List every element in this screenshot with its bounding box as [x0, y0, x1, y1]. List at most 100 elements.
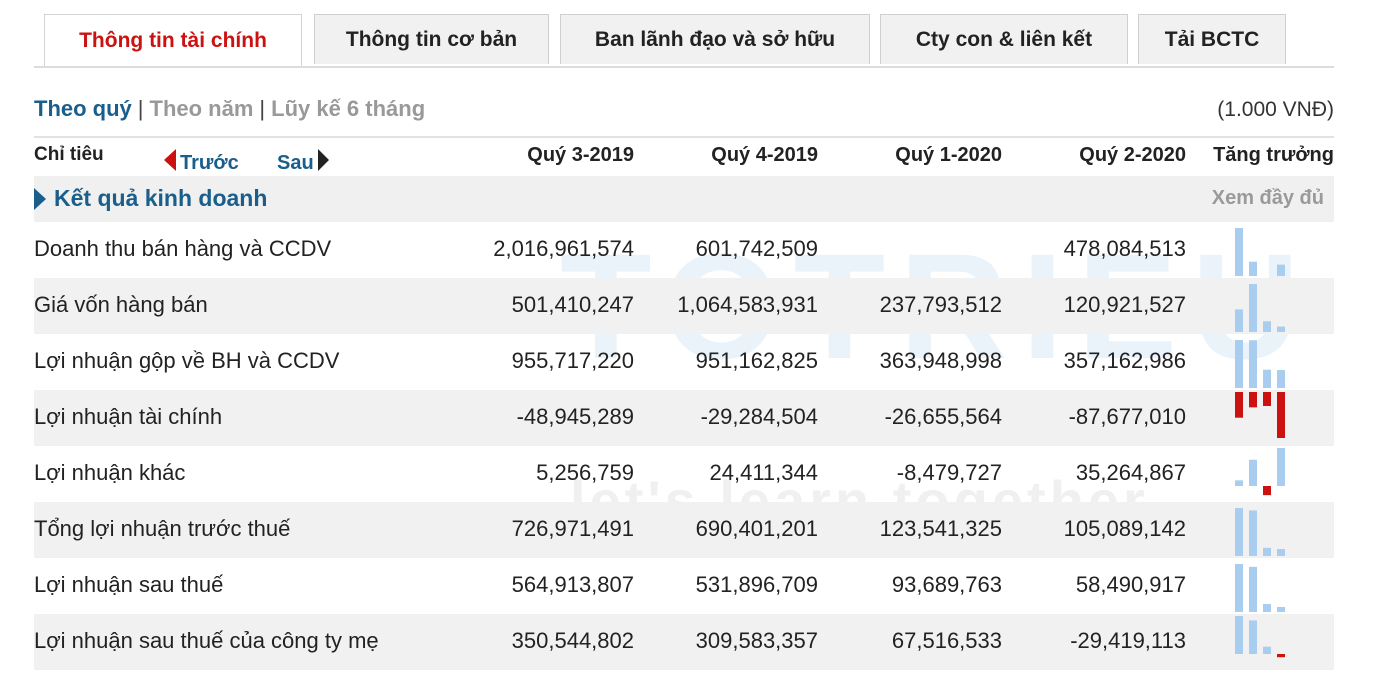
sparkline-bar [1277, 607, 1285, 612]
sparkline-bar [1235, 616, 1243, 654]
sparkline-bar [1263, 486, 1271, 496]
cell-value: 24,411,344 [709, 460, 818, 485]
cell-value: 120,921,527 [1063, 292, 1186, 317]
table-row: Doanh thu bán hàng và CCDV 2,016,961,574 6… [34, 222, 1334, 278]
period-separator: | [137, 96, 144, 121]
cell-value: 123,541,325 [879, 516, 1002, 541]
period-cumulative-link[interactable]: Lũy kế 6 tháng [271, 96, 426, 121]
cell-value: 1,064,583,931 [677, 292, 818, 317]
tab-financial-info[interactable]: Thông tin tài chính [44, 14, 302, 66]
table-row: Lợi nhuận sau thuế của công ty mẹ 350,544… [34, 614, 1334, 670]
quarter-header: Quý 3-2019 [527, 144, 634, 166]
growth-sparkline [1235, 392, 1285, 438]
cell-value: 67,516,533 [891, 628, 1002, 653]
cell-value: -8,479,727 [896, 460, 1002, 485]
growth-sparkline [1235, 228, 1285, 276]
sparkline-bar [1277, 549, 1285, 556]
growth-sparkline [1235, 340, 1285, 388]
sparkline-bar [1249, 261, 1257, 276]
period-selector: Theo quý | Theo năm | Lũy kế 6 tháng [34, 96, 425, 122]
row-label: Lợi nhuận khác [34, 460, 186, 485]
cell-value: 363,948,998 [879, 348, 1002, 373]
period-quarterly-link[interactable]: Theo quý [34, 96, 132, 121]
row-label: Lợi nhuận gộp về BH và CCDV [34, 348, 340, 373]
table-row: Giá vốn hàng bán 501,410,247 1,064,583,931… [34, 278, 1334, 334]
expand-arrow-icon [34, 188, 46, 210]
cell-value: 564,913,807 [511, 572, 634, 597]
cell-value: -29,284,504 [700, 404, 818, 429]
arrow-right-icon [317, 148, 329, 171]
quarter-header: Quý 1-2020 [895, 144, 1002, 166]
growth-header: Tăng trưởng [1213, 144, 1334, 166]
cell-value: -48,945,289 [516, 404, 634, 429]
next-button[interactable]: Sau [277, 144, 329, 175]
cell-value: 951,162,825 [695, 348, 818, 373]
tab-management[interactable]: Ban lãnh đạo và sở hữu [560, 14, 870, 64]
sparkline-bar [1249, 510, 1257, 556]
cell-value: 690,401,201 [695, 516, 818, 541]
view-full-link[interactable]: Xem đầy đủ [1211, 187, 1324, 209]
sparkline-bar [1263, 321, 1271, 332]
sparkline-bar [1263, 604, 1271, 612]
row-label: Lợi nhuận sau thuế [34, 572, 224, 597]
sparkline-bar [1277, 370, 1285, 388]
cell-value: 2,016,961,574 [493, 236, 634, 261]
section-title: Kết quả kinh doanh [54, 185, 268, 211]
sparkline-bar [1277, 654, 1285, 658]
sparkline-bar [1235, 309, 1243, 332]
growth-sparkline [1235, 564, 1285, 612]
cell-value: 105,089,142 [1063, 516, 1186, 541]
arrow-left-icon [164, 148, 176, 171]
growth-sparkline [1235, 448, 1285, 496]
quarter-header: Quý 4-2019 [711, 144, 818, 166]
cell-value: -26,655,564 [884, 404, 1002, 429]
sparkline-bar [1235, 508, 1243, 556]
cell-value: 955,717,220 [511, 348, 634, 373]
table-header: Chỉ tiêu Trước Sau Quý 3-2019 Quý 4-2019… [34, 136, 1334, 176]
section-business-results[interactable]: Kết quả kinh doanh Xem đầy đủ [34, 176, 1334, 222]
row-label: Lợi nhuận sau thuế của công ty mẹ [34, 628, 379, 653]
prev-button[interactable]: Trước [164, 144, 239, 175]
table-row: Lợi nhuận tài chính -48,945,289 -29,284,50… [34, 390, 1334, 446]
cell-value: 501,410,247 [511, 292, 634, 317]
next-label: Sau [277, 152, 314, 174]
sparkline-bar [1263, 369, 1271, 388]
cell-value: 309,583,357 [695, 628, 818, 653]
cell-value: 357,162,986 [1063, 348, 1186, 373]
sparkline-bar [1249, 459, 1257, 486]
sparkline-bar [1235, 228, 1243, 276]
sparkline-bar [1249, 284, 1257, 332]
cell-value: 478,084,513 [1063, 236, 1186, 261]
period-yearly-link[interactable]: Theo năm [149, 96, 254, 121]
cell-value: 93,689,763 [891, 572, 1002, 597]
sparkline-bar [1263, 392, 1271, 406]
cell-value: 5,256,759 [536, 460, 634, 485]
table-row: Lợi nhuận sau thuế 564,913,807 531,896,709… [34, 558, 1334, 614]
sparkline-bar [1277, 326, 1285, 332]
period-separator: | [259, 96, 266, 121]
sparkline-bar [1277, 392, 1285, 438]
tab-basic-info[interactable]: Thông tin cơ bản [314, 14, 549, 64]
tab-subsidiaries[interactable]: Cty con & liên kết [880, 14, 1128, 64]
cell-value: 350,544,802 [511, 628, 634, 653]
row-label: Lợi nhuận tài chính [34, 404, 223, 429]
sparkline-bar [1249, 392, 1257, 408]
cell-value: 601,742,509 [695, 236, 818, 261]
cell-value: 531,896,709 [695, 572, 818, 597]
cell-value: -87,677,010 [1068, 404, 1186, 429]
table-row: Lợi nhuận khác 5,256,759 24,411,344 -8,479,… [34, 446, 1334, 502]
quarter-header: Quý 2-2020 [1079, 144, 1186, 166]
table-row: Lợi nhuận gộp về BH và CCDV 955,717,220 95… [34, 334, 1334, 390]
sparkline-bar [1235, 480, 1243, 486]
indicator-header: Chỉ tiêu [34, 144, 104, 165]
sparkline-bar [1249, 620, 1257, 654]
sparkline-bar [1277, 264, 1285, 276]
tab-bar: Thông tin tài chính Thông tin cơ bản Ban… [34, 14, 1334, 68]
cell-value: 35,264,867 [1075, 460, 1186, 485]
sparkline-bar [1277, 448, 1285, 486]
row-label: Tổng lợi nhuận trước thuế [34, 516, 291, 541]
table-row: Tổng lợi nhuận trước thuế 726,971,491 690,… [34, 502, 1334, 558]
prev-label: Trước [180, 152, 239, 174]
growth-sparkline [1235, 616, 1285, 658]
tab-download-reports[interactable]: Tải BCTC [1138, 14, 1286, 64]
